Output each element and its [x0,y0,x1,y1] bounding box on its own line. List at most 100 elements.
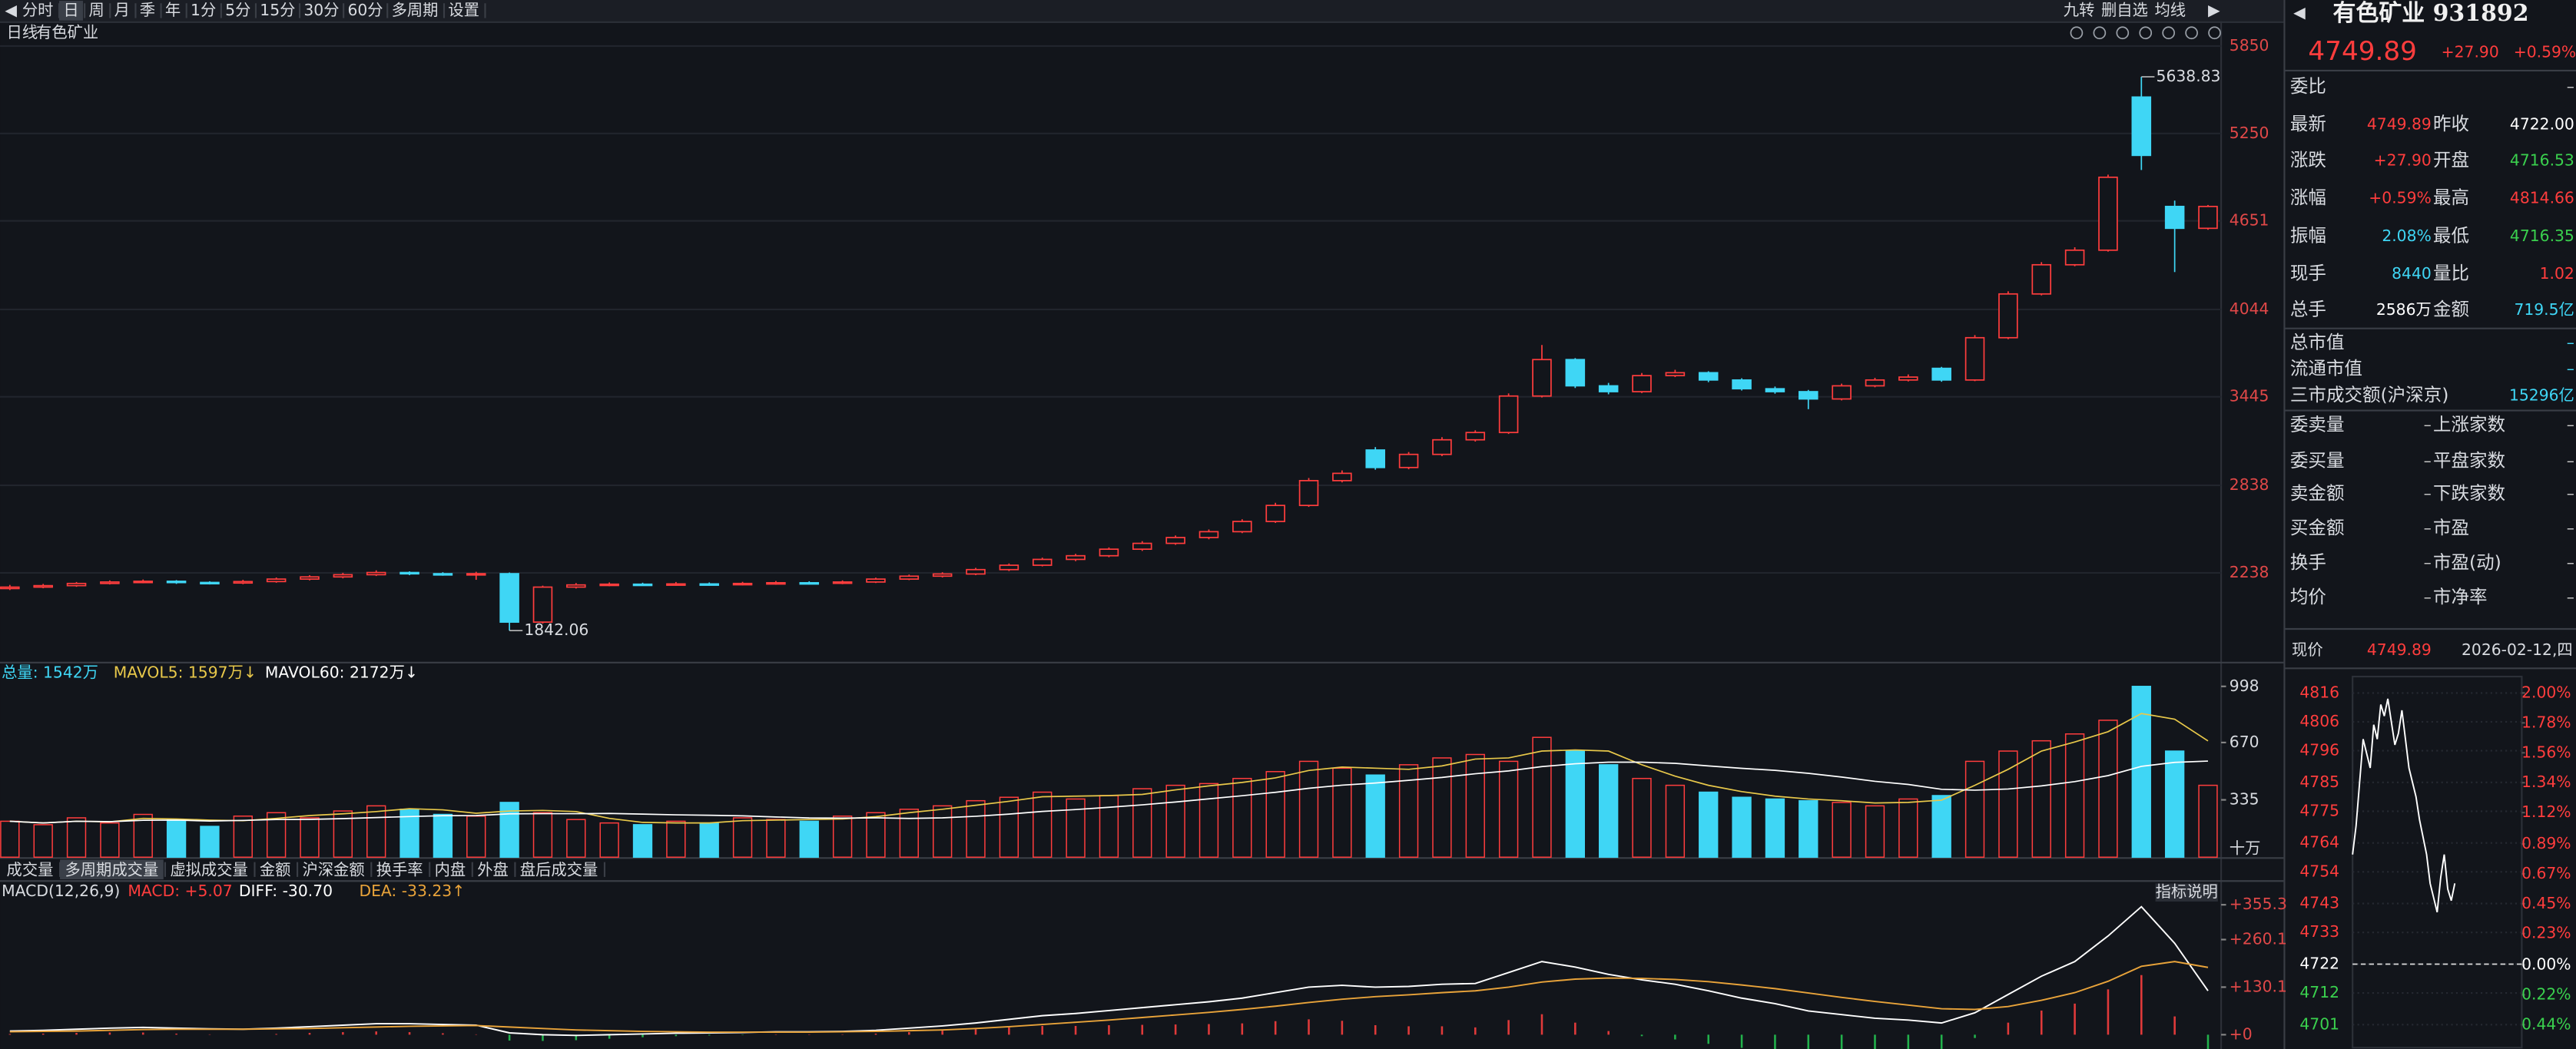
icon[interactable] [2162,26,2176,40]
quote-value: 2.08% [2382,227,2431,245]
quote-label: 上涨家数 [2433,413,2505,435]
y2-tick-label: 0.89% [2521,834,2571,852]
volume-bar [1898,798,1918,858]
toolbar-tab[interactable]: 1分 [191,1,216,19]
toolbar-right[interactable]: 删自选 [2101,1,2148,19]
quote-value: – [2424,452,2432,470]
y-tick-label: 4044 [2230,299,2269,318]
toolbar-tab[interactable]: 15分 [260,1,295,19]
toolbar-tab[interactable]: 多周期 [392,1,439,19]
volume-tab[interactable]: 金额 [260,860,291,879]
extreme-label: 1842.06 [524,620,588,639]
quote-value: – [2567,77,2574,95]
y-tick-label: 4816 [2299,683,2339,701]
toolbar-right[interactable]: 均线 [2154,1,2186,19]
toolbar-right[interactable]: 九转 [2064,1,2095,19]
candle-body [366,571,386,576]
volume-tab[interactable]: 内盘 [435,860,466,879]
candle-body [732,582,753,586]
y-tick-label: 4722 [2299,954,2339,972]
y2-tick-label: 0.00% [2521,955,2571,973]
toolbar-tab[interactable]: 日 [63,1,78,19]
quote-label: 涨跌 [2290,149,2326,170]
quote-value: – [2424,587,2432,606]
volume-bar [799,820,819,858]
volume-tab[interactable]: 成交量 [7,860,54,879]
intraday-line [2352,698,2456,913]
quote-label: 最低 [2433,224,2469,246]
fwd-icon[interactable]: ▶ [2208,1,2220,19]
volume-ma [9,713,2209,824]
quote-value: 4749.89 [2367,115,2432,134]
volume-bar [433,813,453,858]
candle-body [2198,205,2218,230]
toolbar-tab[interactable]: 设置 [448,1,479,19]
help-button[interactable] [2155,883,2218,902]
icon[interactable] [2116,26,2130,40]
chart-name: 有色矿业 [36,23,98,41]
candle-body [1532,359,1552,397]
candle-body [499,573,519,623]
quote-value: 4722.00 [2510,115,2574,134]
quote-value: – [2567,519,2574,538]
y2-tick-label: 1.78% [2521,713,2571,731]
volume-bar [266,812,287,858]
help-label[interactable]: 指标说明 [2156,882,2218,901]
volume-bar [1198,783,1219,858]
y2-tick-label: 0.22% [2521,984,2571,1003]
quote-label: 最新 [2290,113,2326,134]
toolbar-tab[interactable]: 分时 [22,1,54,19]
volume-tab[interactable]: 盘后成交量 [520,860,598,879]
quote-value: – [2567,553,2574,571]
toolbar-tab[interactable]: 周 [88,1,104,19]
back-icon[interactable]: ◀ [5,1,17,19]
candle-body [1099,548,1119,557]
quote-label: 市盈 [2433,517,2469,538]
volume-bar [466,815,486,858]
icon[interactable] [2093,26,2107,40]
quote-value: – [2567,333,2574,352]
volume-tab[interactable]: 外盘 [477,860,509,879]
candle-body [466,573,486,576]
candle-body [1832,385,1852,400]
quote-pct: +0.59% [2514,42,2576,61]
quote-value: – [2567,359,2574,378]
volume-bar [1033,791,1053,858]
y-tick-label: +0 [2230,1024,2253,1043]
volume-tab[interactable]: 换手率 [376,860,423,879]
toolbar-tab[interactable]: 5分 [225,1,250,19]
toolbar-tab[interactable]: 30分 [303,1,339,19]
macd-legend: DIFF: -30.70 [239,882,333,900]
volume-bar [1432,757,1452,858]
toolbar-tab[interactable]: 季 [140,1,155,19]
panel-back[interactable]: ◀ [2293,3,2306,22]
quote-label: 总市值 [2290,331,2345,352]
quote-label: 三市成交额(沪深京) [2290,384,2448,405]
volume-bar [1765,798,1785,858]
toolbar-tab[interactable]: 60分 [347,1,383,19]
icon[interactable] [2139,26,2153,40]
volume-tab[interactable]: 虚拟成交量 [170,860,247,879]
quote-value: 1.02 [2540,264,2574,283]
volume-bar [499,802,519,858]
quote-label: 流通市值 [2290,358,2362,379]
volume-bar [899,809,919,858]
volume-total: 总量: 1542万 [2,663,98,682]
volume-tab[interactable]: 沪深金额 [302,860,364,879]
candle-body [1665,372,1686,376]
icon[interactable] [2208,26,2221,40]
icon[interactable] [2070,26,2084,40]
candle-body [932,573,953,577]
toolbar-tab[interactable]: 年 [165,1,181,19]
y-tick-label: 4733 [2299,922,2339,941]
volume-tab[interactable]: 多周期成交量 [65,860,158,879]
quote-label: 委比 [2290,75,2326,97]
volume-bar [832,815,853,858]
quote-value: – [2424,553,2432,571]
volume-bar [233,815,253,858]
toolbar-tab[interactable]: 月 [114,1,130,19]
icon[interactable] [2185,26,2198,40]
volume-ma [9,760,2209,824]
quote-value: – [2567,452,2574,470]
chart-period: 日线 [7,23,38,41]
